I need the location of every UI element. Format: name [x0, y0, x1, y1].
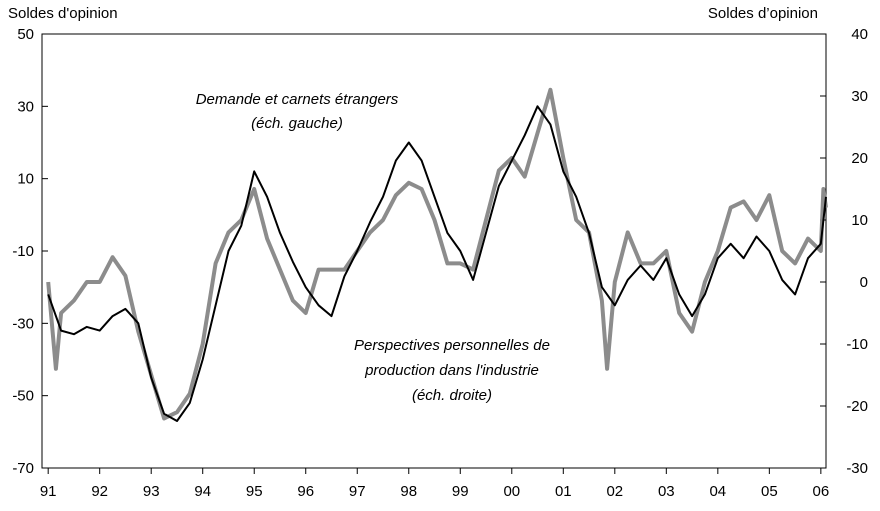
x-tick-label: 05 — [761, 483, 778, 500]
y-tick-label: 10 — [17, 171, 34, 188]
y-tick-label: -50 — [12, 388, 34, 405]
y2-tick-label: 40 — [851, 26, 868, 43]
annotation: Perspectives personnelles de — [354, 337, 550, 354]
series-line — [47, 105, 827, 422]
y-tick-label: 50 — [17, 26, 34, 43]
x-tick-label: 97 — [349, 483, 366, 500]
x-tick-label: 01 — [555, 483, 572, 500]
x-tick-label: 03 — [658, 483, 675, 500]
annotation: (éch. droite) — [412, 387, 492, 404]
x-tick-label: 92 — [91, 483, 108, 500]
x-tick-label: 94 — [194, 483, 211, 500]
x-tick-label: 04 — [709, 483, 726, 500]
x-tick-label: 02 — [606, 483, 623, 500]
annotation: production dans l'industrie — [364, 362, 539, 379]
y-axis-title: Soldes d'opinion — [8, 5, 118, 22]
y2-tick-label: -10 — [846, 336, 868, 353]
series-line — [46, 87, 828, 421]
y2-tick-label: -20 — [846, 398, 868, 415]
x-tick-label: 93 — [143, 483, 160, 500]
annotation: (éch. gauche) — [251, 115, 343, 132]
x-tick-label: 91 — [40, 483, 57, 500]
y-tick-label: 30 — [17, 98, 34, 115]
x-tick-label: 95 — [246, 483, 263, 500]
y-tick-label: -70 — [12, 460, 34, 477]
y-tick-label: -10 — [12, 243, 34, 260]
y2-tick-label: -30 — [846, 460, 868, 477]
x-tick-label: 96 — [297, 483, 314, 500]
x-tick-label: 00 — [503, 483, 520, 500]
x-tick-label: 06 — [813, 483, 830, 500]
y2-tick-label: 20 — [851, 150, 868, 167]
x-tick-label: 99 — [452, 483, 469, 500]
y2-tick-label: 0 — [860, 274, 868, 291]
x-tick-label: 98 — [400, 483, 417, 500]
y2-tick-label: 10 — [851, 212, 868, 229]
y2-tick-label: 30 — [851, 88, 868, 105]
annotation: Demande et carnets étrangers — [196, 91, 399, 108]
y2-axis-title: Soldes d’opinion — [708, 5, 818, 22]
y-tick-label: -30 — [12, 315, 34, 332]
